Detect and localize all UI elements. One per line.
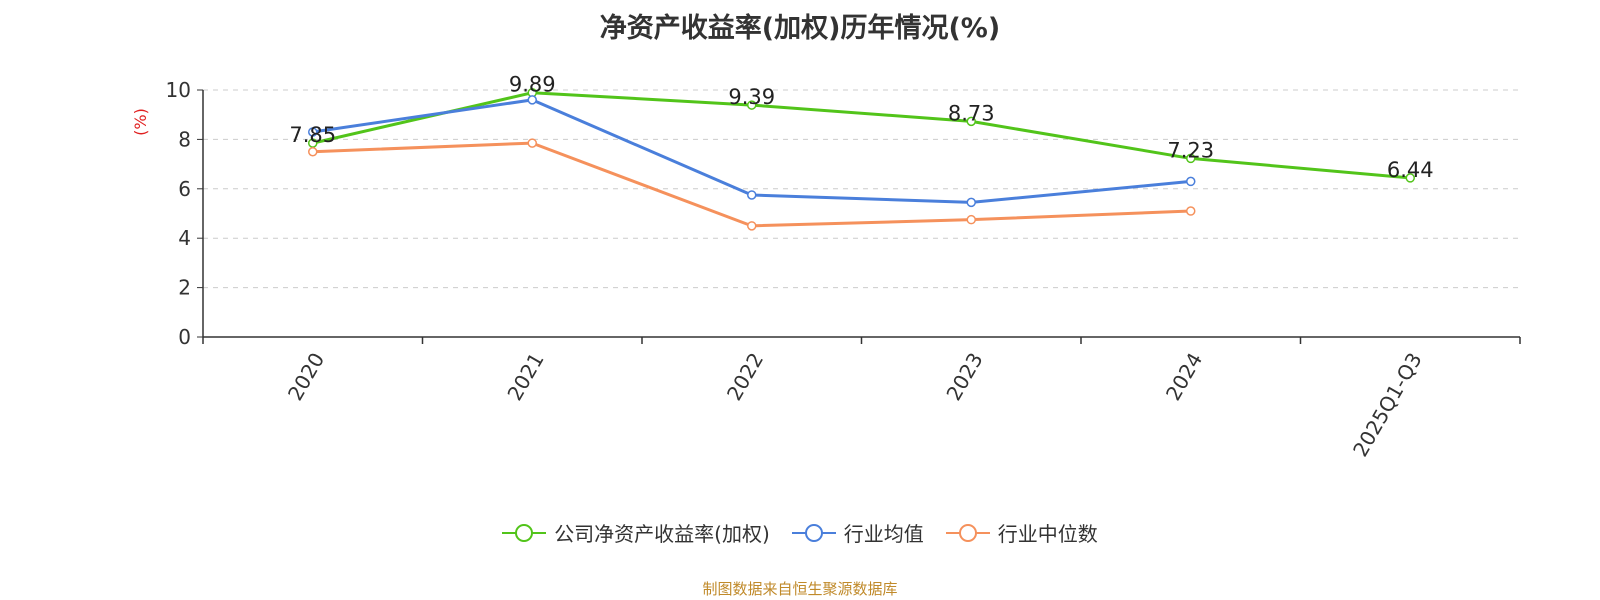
- axes: 0 2 4 6 8 10 2020 2021 2022 2023 2024 2025Q1-Q3: [166, 78, 1521, 461]
- data-label: 6.44: [1387, 158, 1434, 182]
- y-tick-label: 6: [178, 177, 191, 201]
- legend-item[interactable]: 行业中位数: [945, 518, 1098, 547]
- y-tick-label: 0: [178, 325, 191, 349]
- series-line: [312, 98, 1191, 204]
- data-point: [747, 190, 757, 200]
- y-tick-label: 10: [166, 78, 191, 102]
- x-tick-label: 2021: [502, 349, 548, 405]
- data-point: [966, 197, 976, 208]
- x-tick-label: 2022: [722, 349, 768, 405]
- legend-marker-icon: [945, 523, 990, 542]
- source-note: 制图数据来自恒生聚源数据库: [702, 580, 898, 598]
- y-tick-label: 4: [178, 226, 191, 250]
- legend: 公司净资产收益率(加权) 行业均值 行业中位数: [0, 518, 1600, 547]
- legend-item[interactable]: 行业均值: [791, 518, 924, 547]
- x-tick-label: 2024: [1161, 349, 1207, 405]
- y-tick-label: 8: [178, 127, 191, 151]
- data-point: [966, 116, 976, 127]
- data-label: 9.39: [728, 85, 775, 109]
- y-axis-label: (%): [131, 108, 150, 136]
- legend-label: 公司净资产收益率(加权): [554, 522, 770, 546]
- data-label: 8.73: [948, 101, 995, 125]
- legend-item[interactable]: 公司净资产收益率(加权): [502, 518, 770, 547]
- data-point: [527, 95, 537, 105]
- data-point: [1186, 176, 1196, 187]
- y-tick-label: 2: [178, 276, 191, 300]
- data-label: 9.89: [509, 73, 556, 97]
- series-line: [312, 141, 1191, 228]
- data-label: 7.23: [1167, 138, 1214, 162]
- series-lines: [308, 87, 1415, 231]
- legend-label: 行业均值: [843, 522, 924, 546]
- data-point: [747, 221, 757, 231]
- x-tick-label: 2025Q1-Q3: [1348, 349, 1427, 461]
- data-point: [527, 138, 537, 148]
- x-tick-label: 2023: [941, 349, 987, 405]
- data-point: [308, 127, 318, 137]
- data-point: [747, 100, 757, 110]
- data-label: 7.85: [289, 123, 336, 147]
- series-line: [312, 91, 1411, 180]
- data-labels: 7.85 9.89 9.39 8.73 7.23 6.44: [289, 73, 1433, 182]
- legend-marker-icon: [791, 523, 836, 542]
- data-point: [1186, 153, 1196, 164]
- data-point: [1405, 173, 1415, 183]
- legend-marker-icon: [502, 523, 547, 542]
- data-point: [1186, 206, 1196, 216]
- legend-label: 行业中位数: [997, 522, 1098, 546]
- chart-title: 净资产收益率(加权)历年情况(%): [599, 13, 1001, 44]
- x-tick-label: 2020: [283, 349, 329, 405]
- data-point: [966, 214, 976, 225]
- data-point: [308, 147, 318, 157]
